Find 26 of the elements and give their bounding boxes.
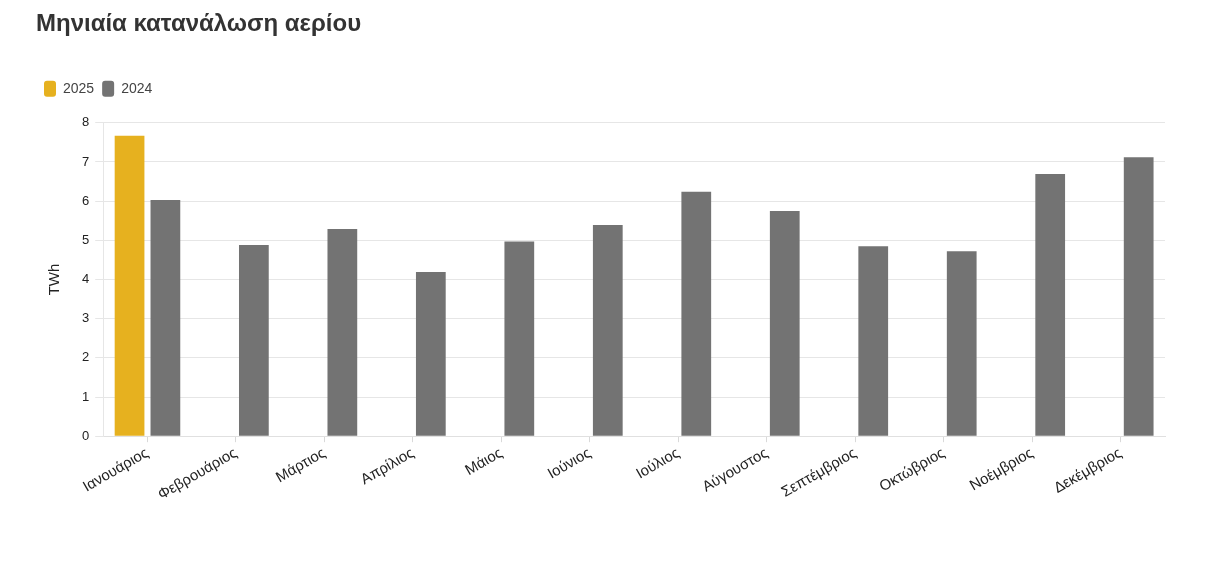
y-tick-label: 1 xyxy=(82,388,90,404)
y-tick-label: 6 xyxy=(82,192,90,208)
legend-label: 2025 xyxy=(63,79,95,96)
y-tick-label: 7 xyxy=(82,153,90,169)
bar xyxy=(681,191,712,436)
y-tick-label: 2 xyxy=(82,349,90,365)
bar xyxy=(858,246,889,436)
y-tick-label: 3 xyxy=(82,310,90,326)
bar xyxy=(114,135,145,436)
bar xyxy=(946,251,977,436)
bar xyxy=(1035,174,1066,436)
bar xyxy=(415,272,446,436)
bar xyxy=(592,225,623,436)
bar xyxy=(504,241,535,436)
y-tick-label: 4 xyxy=(82,271,90,287)
bar xyxy=(239,245,269,436)
y-tick-label: 0 xyxy=(82,427,90,443)
legend-label: 2024 xyxy=(121,79,153,96)
y-tick-label: 8 xyxy=(82,114,90,130)
bar xyxy=(1123,157,1154,436)
bar xyxy=(327,228,358,436)
y-tick-label: 5 xyxy=(82,231,90,247)
y-axis-title: TWh xyxy=(45,263,63,296)
chart-title: Μηνιαία κατανάλωση αερίου xyxy=(36,9,362,37)
bar xyxy=(150,199,181,436)
bar xyxy=(769,210,800,436)
